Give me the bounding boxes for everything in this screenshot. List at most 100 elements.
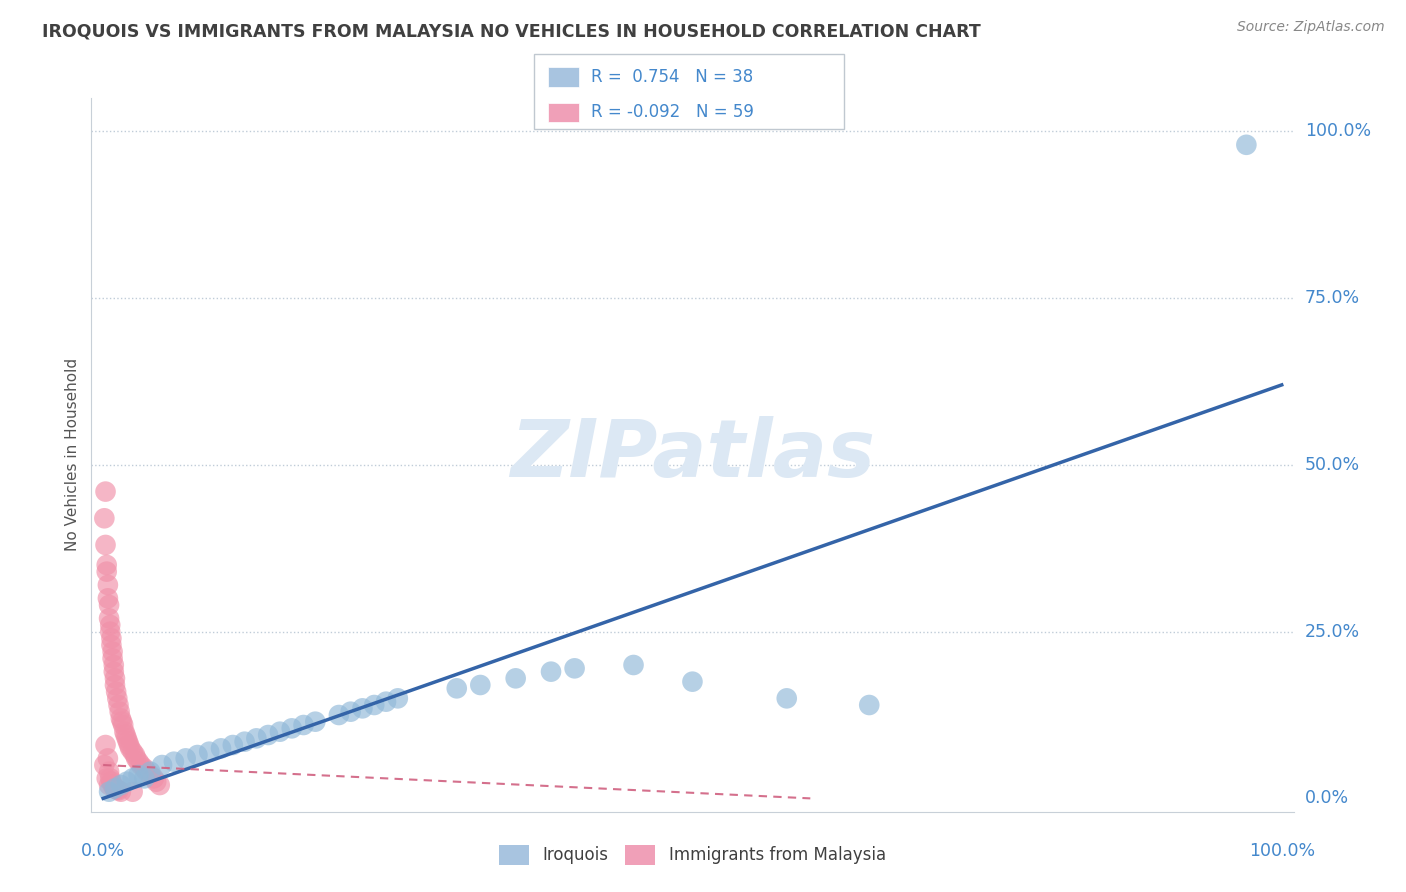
Point (339, 705, 361, 719)
Point (98, 598, 121, 612)
Point (94, 738, 117, 752)
Point (103, 658, 125, 673)
Point (104, 781, 127, 796)
Point (101, 651, 124, 665)
Point (115, 731, 138, 746)
Point (103, 665, 125, 679)
Text: R = -0.092   N = 59: R = -0.092 N = 59 (591, 103, 754, 121)
Text: 25.0%: 25.0% (1305, 623, 1360, 640)
Point (112, 724, 135, 739)
Point (98, 764, 121, 779)
Point (222, 738, 245, 752)
Point (105, 782, 128, 797)
Point (100, 774, 122, 789)
Point (117, 734, 139, 748)
Point (470, 678, 492, 692)
Point (105, 691, 128, 706)
Point (94, 538, 117, 552)
Point (149, 778, 172, 792)
Point (128, 755, 150, 769)
Point (446, 681, 468, 696)
Point (94, 484, 117, 499)
Point (623, 658, 645, 673)
Point (121, 745, 143, 759)
Point (121, 785, 143, 799)
Point (107, 783, 129, 797)
Point (97, 751, 120, 765)
Point (245, 731, 267, 746)
Text: Source: ZipAtlas.com: Source: ZipAtlas.com (1237, 20, 1385, 34)
Point (118, 738, 141, 752)
Point (98, 611, 121, 625)
Point (129, 758, 152, 772)
Point (98, 618, 121, 632)
Point (135, 764, 157, 779)
Point (505, 671, 527, 685)
Point (105, 782, 128, 797)
Point (96, 565, 118, 579)
Point (776, 691, 799, 706)
Point (209, 741, 232, 756)
Point (110, 778, 132, 792)
Point (115, 774, 138, 789)
Point (98, 772, 121, 786)
Text: 75.0%: 75.0% (1305, 289, 1360, 307)
Point (1234, 137, 1257, 152)
Point (304, 714, 326, 729)
Point (681, 674, 703, 689)
Point (111, 714, 134, 729)
Point (134, 772, 156, 786)
Point (103, 780, 125, 794)
Point (93, 758, 115, 772)
Point (150, 758, 173, 772)
Y-axis label: No Vehicles in Household: No Vehicles in Household (65, 359, 80, 551)
Point (328, 708, 350, 723)
Point (375, 695, 398, 709)
Point (100, 638, 122, 652)
Point (98, 624, 121, 639)
Point (96, 772, 118, 786)
Point (112, 718, 135, 732)
Point (858, 698, 880, 712)
Point (124, 747, 146, 762)
Point (269, 724, 291, 739)
Point (104, 671, 127, 685)
Point (163, 755, 186, 769)
Point (139, 764, 162, 779)
Point (564, 661, 586, 675)
Text: 0.0%: 0.0% (1305, 789, 1348, 807)
Point (114, 728, 136, 742)
Legend: Iroquois, Immigrants from Malaysia: Iroquois, Immigrants from Malaysia (492, 838, 893, 871)
Point (101, 778, 124, 792)
Point (104, 678, 127, 692)
Point (257, 728, 280, 742)
Point (128, 768, 150, 782)
Point (198, 745, 221, 759)
Point (107, 698, 129, 712)
Point (363, 698, 385, 712)
Text: IROQUOIS VS IMMIGRANTS FROM MALAYSIA NO VEHICLES IN HOUSEHOLD CORRELATION CHART: IROQUOIS VS IMMIGRANTS FROM MALAYSIA NO … (42, 22, 981, 40)
Point (93, 511, 115, 525)
Point (292, 718, 315, 732)
Point (125, 751, 148, 765)
Point (105, 684, 128, 698)
Point (97, 578, 120, 592)
Point (104, 781, 127, 796)
Point (110, 711, 132, 725)
Point (139, 768, 162, 782)
Text: R =  0.754   N = 38: R = 0.754 N = 38 (591, 68, 752, 86)
Point (186, 747, 208, 762)
Text: 100.0%: 100.0% (1305, 122, 1371, 140)
Point (108, 705, 131, 719)
Point (145, 774, 167, 789)
Point (233, 734, 256, 748)
Point (174, 751, 197, 765)
Point (98, 785, 121, 799)
Point (142, 772, 165, 786)
Point (134, 761, 156, 775)
Point (120, 741, 142, 756)
Point (97, 591, 120, 606)
Text: 100.0%: 100.0% (1249, 842, 1315, 860)
Point (110, 785, 132, 799)
Text: ZIPatlas: ZIPatlas (510, 416, 875, 494)
